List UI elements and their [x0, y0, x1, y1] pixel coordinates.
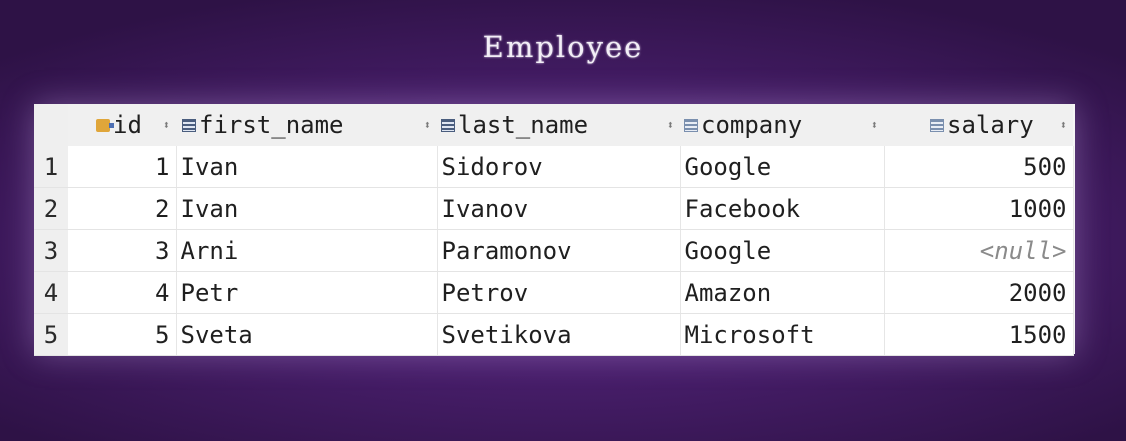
- sort-icon[interactable]: ⬍: [162, 118, 170, 132]
- header-row: id ⬍ first_name ⬍ last_name ⬍: [34, 104, 1073, 146]
- cell-last-name[interactable]: Ivanov: [437, 187, 681, 230]
- row-number[interactable]: 1: [34, 146, 68, 188]
- cell-company[interactable]: Google: [680, 229, 885, 272]
- sort-icon[interactable]: ⬍: [666, 118, 674, 132]
- column-header-company[interactable]: company ⬍: [680, 104, 884, 146]
- cell-first-name[interactable]: Ivan: [176, 187, 438, 230]
- sort-icon[interactable]: ⬍: [1059, 118, 1067, 132]
- sort-icon[interactable]: ⬍: [870, 118, 878, 132]
- row-number-header: [34, 104, 68, 146]
- cell-salary[interactable]: 2000: [884, 271, 1074, 314]
- cell-first-name[interactable]: Ivan: [176, 146, 438, 188]
- column-header-last-name[interactable]: last_name ⬍: [437, 104, 680, 146]
- column-header-first-name[interactable]: first_name ⬍: [176, 104, 437, 146]
- table-title: Employee: [482, 30, 644, 64]
- cell-last-name[interactable]: Svetikova: [437, 313, 681, 356]
- row-number[interactable]: 5: [34, 313, 68, 356]
- cell-id[interactable]: 4: [68, 271, 177, 314]
- column-header-salary[interactable]: salary ⬍: [884, 104, 1073, 146]
- cell-id[interactable]: 3: [68, 229, 177, 272]
- column-header-label: company: [701, 111, 803, 139]
- cell-company[interactable]: Amazon: [680, 271, 885, 314]
- row-number[interactable]: 2: [34, 187, 68, 230]
- column-icon: [182, 118, 196, 132]
- cell-company[interactable]: Facebook: [680, 187, 885, 230]
- table-row[interactable]: 1 1 Ivan Sidorov Google 500: [34, 146, 1074, 188]
- column-header-label: last_name: [458, 111, 589, 139]
- cell-salary-null[interactable]: <null>: [884, 229, 1074, 272]
- cell-first-name[interactable]: Arni: [176, 229, 438, 272]
- row-number[interactable]: 4: [34, 271, 68, 314]
- row-number[interactable]: 3: [34, 229, 68, 272]
- sort-icon[interactable]: ⬍: [423, 118, 431, 132]
- column-header-label: id: [113, 111, 142, 139]
- column-header-label: salary: [947, 111, 1034, 139]
- cell-company[interactable]: Microsoft: [680, 313, 885, 356]
- cell-last-name[interactable]: Petrov: [437, 271, 681, 314]
- table-row[interactable]: 2 2 Ivan Ivanov Facebook 1000: [34, 187, 1074, 230]
- result-grid: id ⬍ first_name ⬍ last_name ⬍: [34, 104, 1075, 356]
- cell-id[interactable]: 5: [68, 313, 177, 356]
- column-header-label: first_name: [199, 111, 344, 139]
- cell-id[interactable]: 2: [68, 187, 177, 230]
- cell-last-name[interactable]: Paramonov: [437, 229, 681, 272]
- table-row[interactable]: 4 4 Petr Petrov Amazon 2000: [34, 271, 1074, 314]
- table-row[interactable]: 3 3 Arni Paramonov Google <null>: [34, 229, 1074, 272]
- primary-key-icon: [96, 118, 114, 132]
- cell-salary[interactable]: 1000: [884, 187, 1074, 230]
- cell-id[interactable]: 1: [68, 146, 177, 188]
- employee-table: id ⬍ first_name ⬍ last_name ⬍: [34, 104, 1074, 356]
- column-header-id[interactable]: id ⬍: [68, 104, 176, 146]
- cell-salary[interactable]: 500: [884, 146, 1074, 188]
- cell-salary[interactable]: 1500: [884, 313, 1074, 356]
- cell-company[interactable]: Google: [680, 146, 885, 188]
- column-icon: [930, 118, 944, 132]
- cell-last-name[interactable]: Sidorov: [437, 146, 681, 188]
- column-icon: [441, 118, 455, 132]
- cell-first-name[interactable]: Petr: [176, 271, 438, 314]
- table-row[interactable]: 5 5 Sveta Svetikova Microsoft 1500: [34, 313, 1074, 356]
- column-icon: [684, 118, 698, 132]
- cell-first-name[interactable]: Sveta: [176, 313, 438, 356]
